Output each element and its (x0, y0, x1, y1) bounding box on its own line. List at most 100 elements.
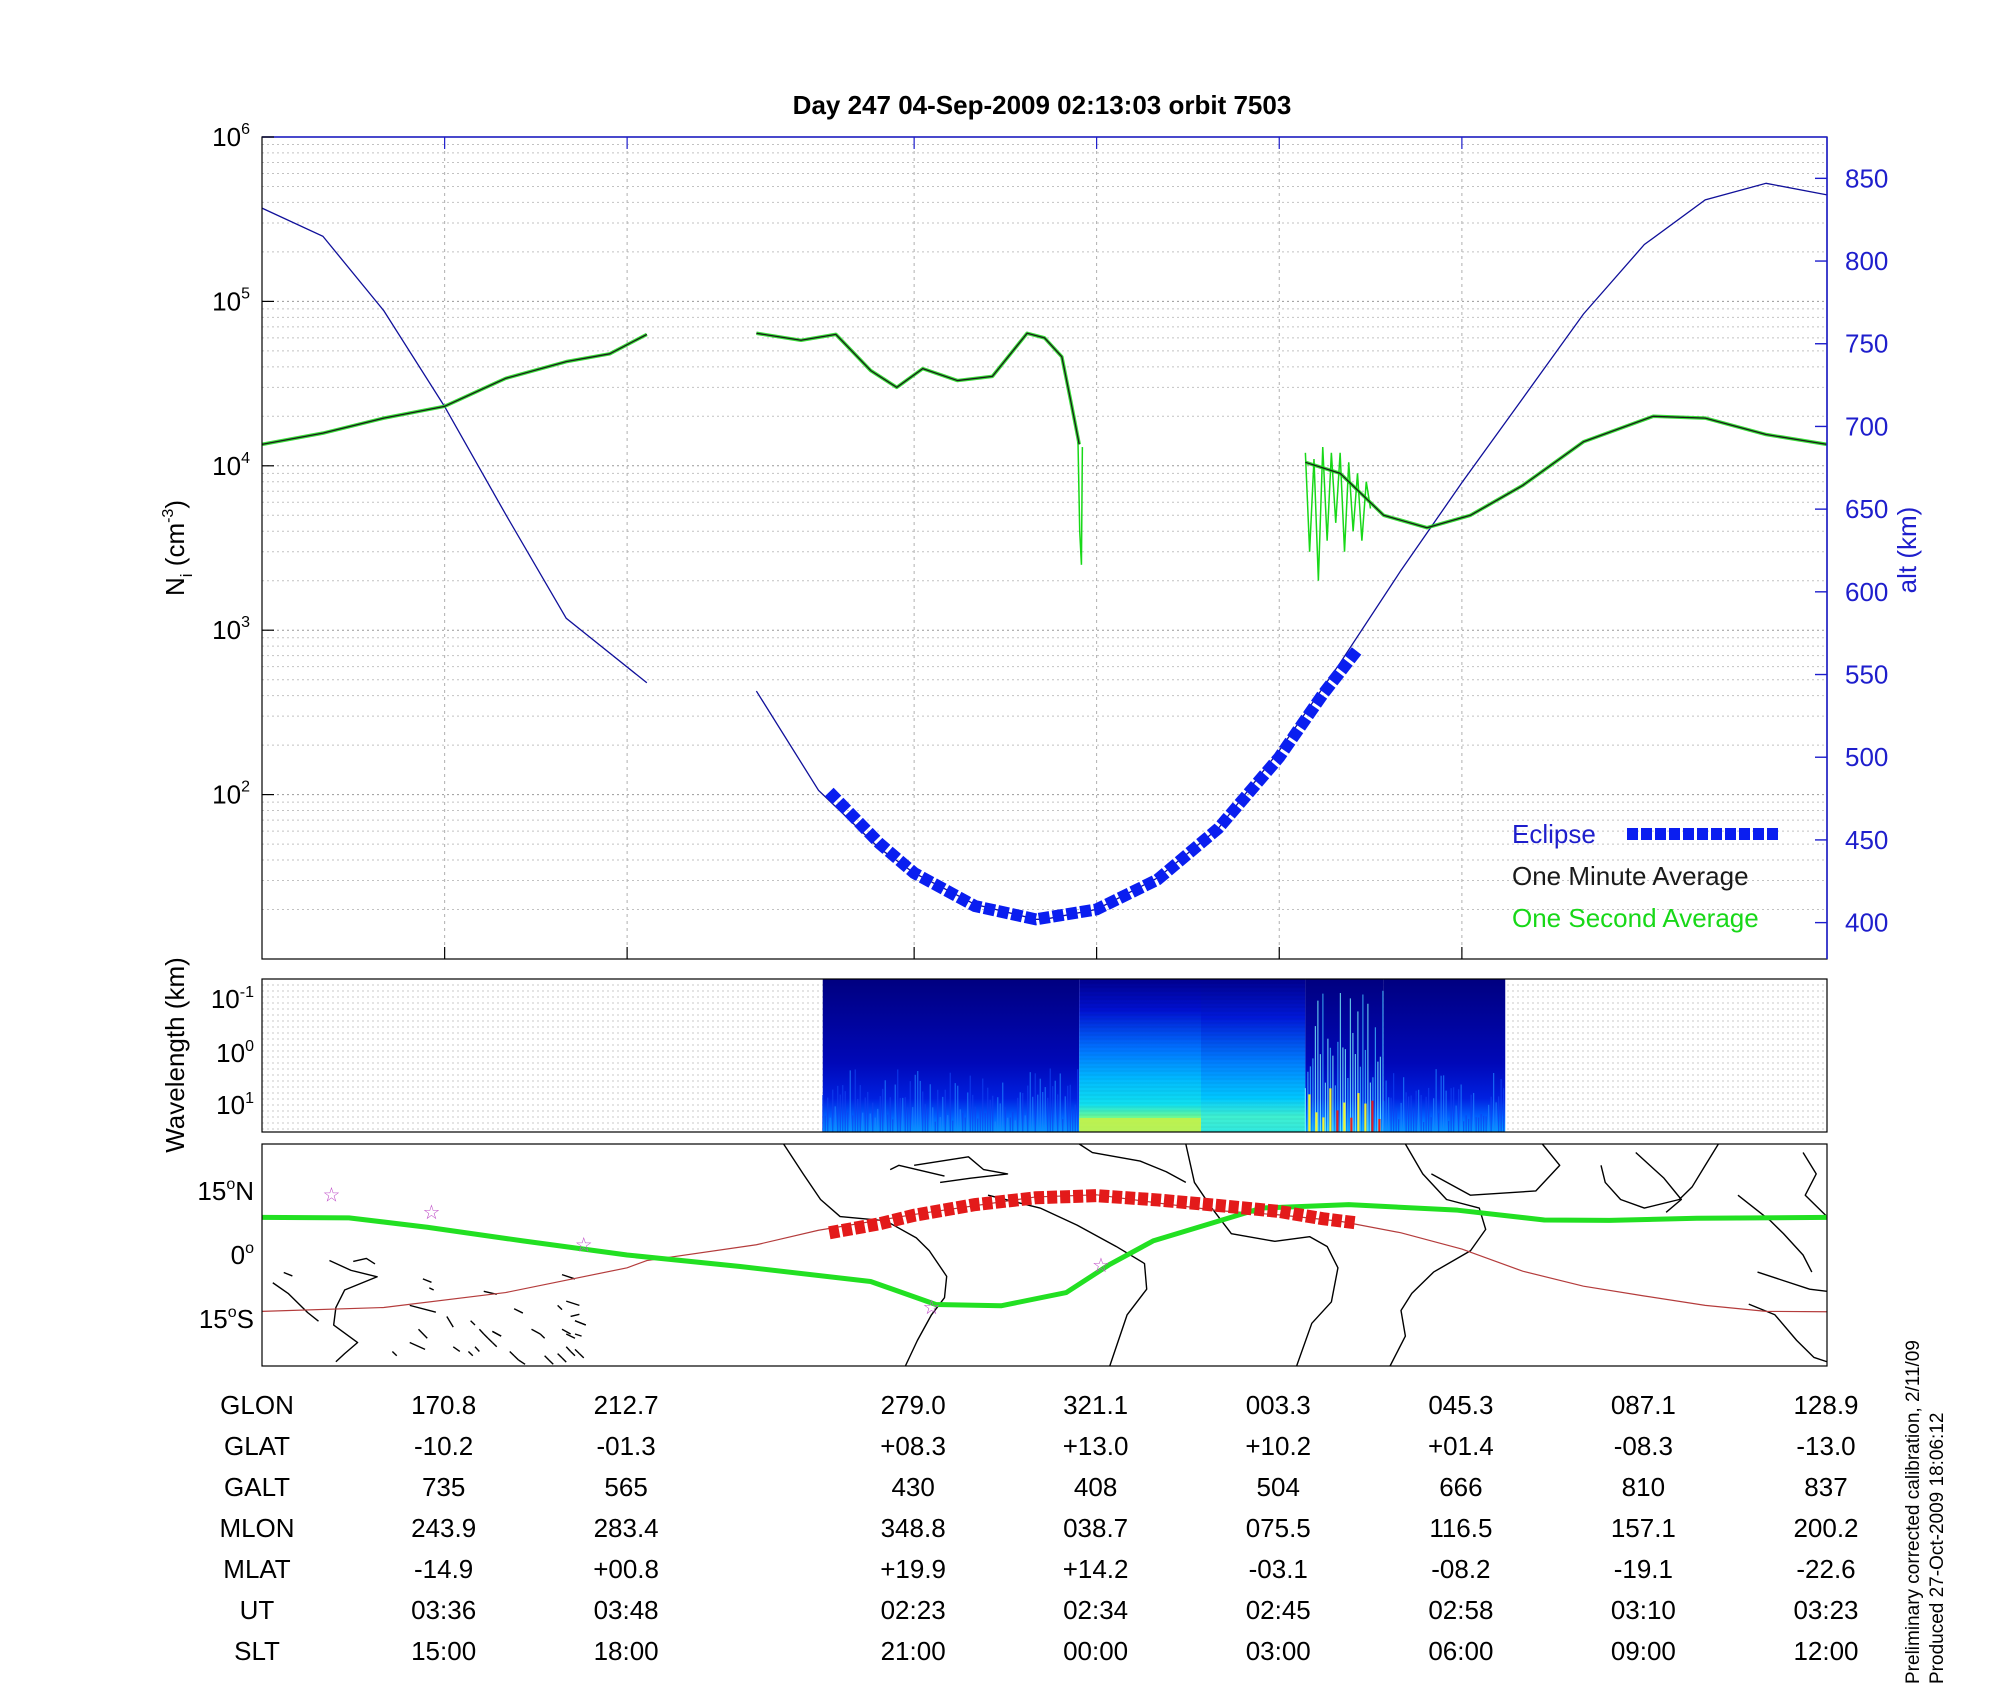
calibration-note: Preliminary corrected calibration, 2/11/… (1903, 1340, 1948, 1684)
coastline (557, 1304, 563, 1311)
coastline (491, 1342, 498, 1348)
ephemeris-value: -01.3 (596, 1431, 655, 1461)
map-lat-tick-label: 15oN (197, 1176, 254, 1206)
coastline (914, 1156, 1009, 1184)
alt-tick-labels: 850 800 750 700 650 600 550 500 450 400 (1815, 163, 1888, 938)
ephemeris-value: +19.9 (880, 1554, 946, 1584)
coastline (417, 1328, 428, 1339)
density-y-label-text: Ni (cm-3) (160, 500, 196, 596)
ephemeris-label-galt: GALT (224, 1472, 290, 1502)
ephemeris-value: 09:00 (1611, 1636, 1676, 1666)
ephemeris-value: 735 (422, 1472, 465, 1502)
ephemeris-value: 02:34 (1063, 1595, 1128, 1625)
ephemeris-value: 02:58 (1428, 1595, 1493, 1625)
coastline (483, 1333, 489, 1339)
ephemeris-value: 02:45 (1246, 1595, 1311, 1625)
coastline (329, 1259, 378, 1363)
density-series (261, 182, 1828, 926)
coastline (544, 1355, 550, 1361)
ephemeris-value: +13.0 (1063, 1431, 1129, 1461)
density-y-label: Ni (cm-3) (160, 500, 196, 596)
ephemeris-value: 810 (1622, 1472, 1665, 1502)
spectrogram-panel: 10-1 100 101 Wavelength (km) (160, 957, 1828, 1153)
ephemeris-value: 279.0 (881, 1390, 946, 1420)
coastline (513, 1355, 519, 1361)
coastline (1431, 1143, 1561, 1196)
ephemeris-value: 038.7 (1063, 1513, 1128, 1543)
one-minute-average-line (1305, 415, 1828, 529)
one-minute-average-line (261, 333, 648, 446)
alt-tick-label: 600 (1845, 577, 1888, 607)
alt-tick-label: 400 (1845, 908, 1888, 938)
ephemeris-value: 18:00 (594, 1636, 659, 1666)
coastline (509, 1350, 515, 1357)
spectrogram-region-smooth (1079, 979, 1201, 1132)
spectrogram-region-active-low (1383, 979, 1506, 1132)
coastline (565, 1333, 576, 1339)
coastline (492, 1330, 502, 1337)
spectrogram-region-smooth-mid (1201, 979, 1306, 1132)
ephemeris-value: 06:00 (1428, 1636, 1493, 1666)
coastline (283, 1271, 293, 1277)
coastline (566, 1300, 580, 1307)
ephemeris-value: 565 (604, 1472, 647, 1502)
density-grid (262, 144, 1827, 960)
ephemeris-label-slt: SLT (234, 1636, 280, 1666)
coastline (539, 1333, 546, 1339)
coastline (548, 1359, 554, 1365)
coastline (478, 1328, 485, 1335)
eclipse-ground-track (828, 1189, 1359, 1240)
ephemeris-value: 128.9 (1793, 1390, 1858, 1420)
station-star-icon: ☆ (575, 1234, 593, 1256)
ephemeris-value: -13.0 (1796, 1431, 1855, 1461)
coastline (487, 1337, 493, 1344)
coastline (422, 1278, 432, 1283)
coastline (783, 1143, 948, 1367)
ephemeris-value: 045.3 (1428, 1390, 1493, 1420)
coastline (574, 1333, 582, 1337)
coastline (391, 1350, 398, 1357)
coastline (574, 1320, 587, 1326)
coastline (561, 1357, 567, 1363)
orbit-ground-track (261, 1194, 1828, 1313)
spectrogram-frame (261, 978, 1828, 1133)
coastline (1757, 1271, 1828, 1292)
density-y-tick-label: 103 (212, 614, 250, 645)
ephemeris-value: 200.2 (1793, 1513, 1858, 1543)
alt-tick-label: 750 (1845, 329, 1888, 359)
chart-title: Day 247 04-Sep-2009 02:13:03 orbit 7503 (793, 90, 1292, 120)
ephemeris-value: 03:00 (1246, 1636, 1311, 1666)
coastline (470, 1320, 476, 1326)
calibration-line: Preliminary corrected calibration, 2/11/… (1903, 1340, 1924, 1684)
coastline (409, 1304, 437, 1313)
map-lat-tick-labels: 15oN 0o 15oS (197, 1176, 254, 1334)
ephemeris-value: 12:00 (1793, 1636, 1858, 1666)
coastline (561, 1328, 571, 1335)
map-plot-area (262, 1144, 1827, 1366)
coastline (531, 1328, 541, 1335)
density-panel: 106 105 104 103 102 850 800 750 700 650 600 550 500… (160, 121, 1922, 960)
ephemeris-value: 03:48 (594, 1595, 659, 1625)
ephemeris-label-glon: GLON (220, 1390, 294, 1420)
one-second-average-line (1077, 441, 1084, 565)
ephemeris-value: +14.2 (1063, 1554, 1129, 1584)
station-star-icon: ☆ (1092, 1255, 1110, 1277)
coastline (272, 1282, 319, 1322)
density-x-ticks (444, 137, 1463, 959)
map-lat-tick-label: 15oS (199, 1304, 254, 1334)
coastline (518, 1359, 526, 1365)
ephemeris-value: 408 (1074, 1472, 1117, 1502)
ephemeris-value: -22.6 (1796, 1554, 1855, 1584)
ephemeris-value: 666 (1439, 1472, 1482, 1502)
coastline (889, 1164, 945, 1177)
ephemeris-value: -08.3 (1614, 1431, 1673, 1461)
ephemeris-table: GLON 170.8 212.7 279.0 321.1 003.3 045.3 087.1 1… (219, 1390, 1858, 1666)
spectrogram-y-tick-labels: 10-1 100 101 (211, 984, 254, 1120)
coastline (446, 1316, 454, 1328)
ephemeris-value: 075.5 (1246, 1513, 1311, 1543)
station-star-icon: ☆ (423, 1202, 441, 1224)
coastline (409, 1341, 426, 1350)
coastline (570, 1350, 576, 1357)
map-frame (261, 1143, 1828, 1367)
